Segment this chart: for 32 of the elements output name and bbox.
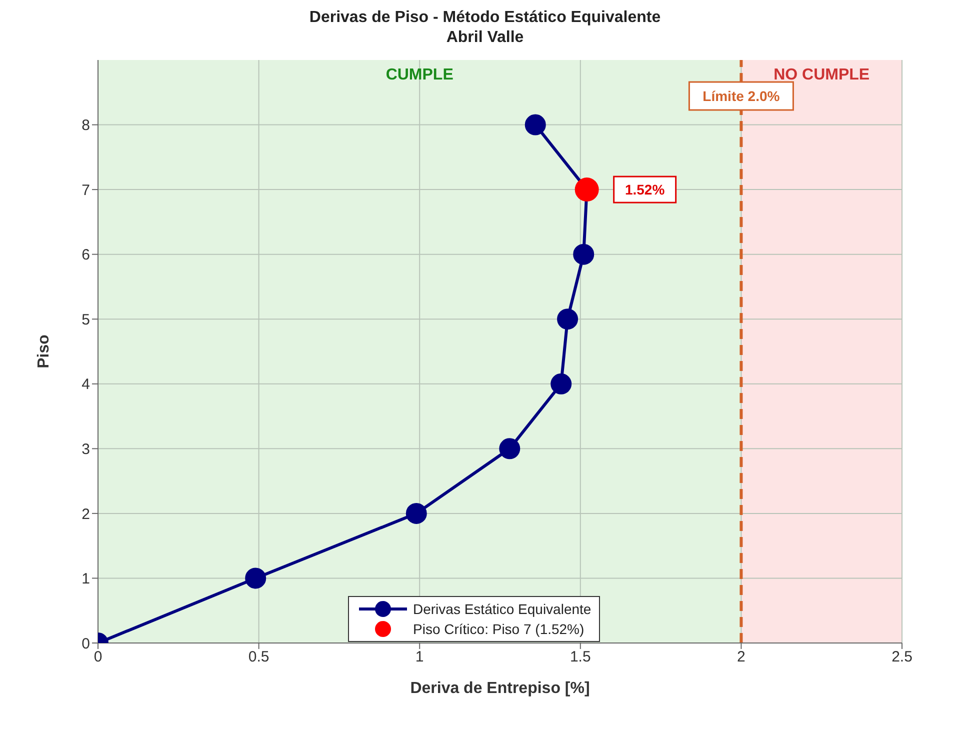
- y-tick-label: 1: [82, 570, 90, 588]
- y-tick-label: 7: [82, 182, 90, 199]
- chart-title: Derivas de Piso - Método Estático Equivalente: [308, 8, 662, 28]
- x-tick-label: 2.5: [892, 648, 912, 666]
- x-tick-label: 0.5: [248, 648, 270, 666]
- annotation: 1.52%: [624, 182, 666, 198]
- y-tick-label: 4: [82, 376, 90, 394]
- x-tick-label: 1.5: [570, 648, 591, 666]
- point: [499, 438, 520, 460]
- legend-label: Piso Crítico: Piso 7 (1.52%): [413, 620, 584, 639]
- legend-label: Derivas Estático Equivalente: [413, 600, 592, 619]
- y-tick-label: 0: [82, 635, 90, 652]
- y-tick-label: 3: [82, 440, 90, 458]
- point: [550, 373, 572, 394]
- y-tick-label: 6: [82, 246, 90, 264]
- y-tick-label: 5: [82, 311, 90, 328]
- x-tick-label: 2: [737, 648, 746, 666]
- point: [557, 308, 578, 330]
- y-tick-label: 8: [82, 117, 90, 134]
- ref-line-label: Límite 2.0%: [702, 88, 780, 104]
- y-axis-title: Piso: [36, 334, 53, 368]
- band-label: NO CUMPLE: [774, 66, 870, 84]
- point: [245, 568, 266, 589]
- point: [573, 244, 594, 265]
- y-tick-label: 2: [82, 506, 90, 523]
- x-axis-title: Deriva de Entrepiso [%]: [410, 680, 590, 697]
- x-tick-label: 1: [415, 648, 424, 666]
- x-tick-label: 0: [94, 648, 102, 666]
- point: [406, 502, 427, 524]
- point: [524, 114, 546, 136]
- band-label: CUMPLE: [386, 66, 454, 84]
- chart-subtitle: Abril Valle: [445, 28, 525, 48]
